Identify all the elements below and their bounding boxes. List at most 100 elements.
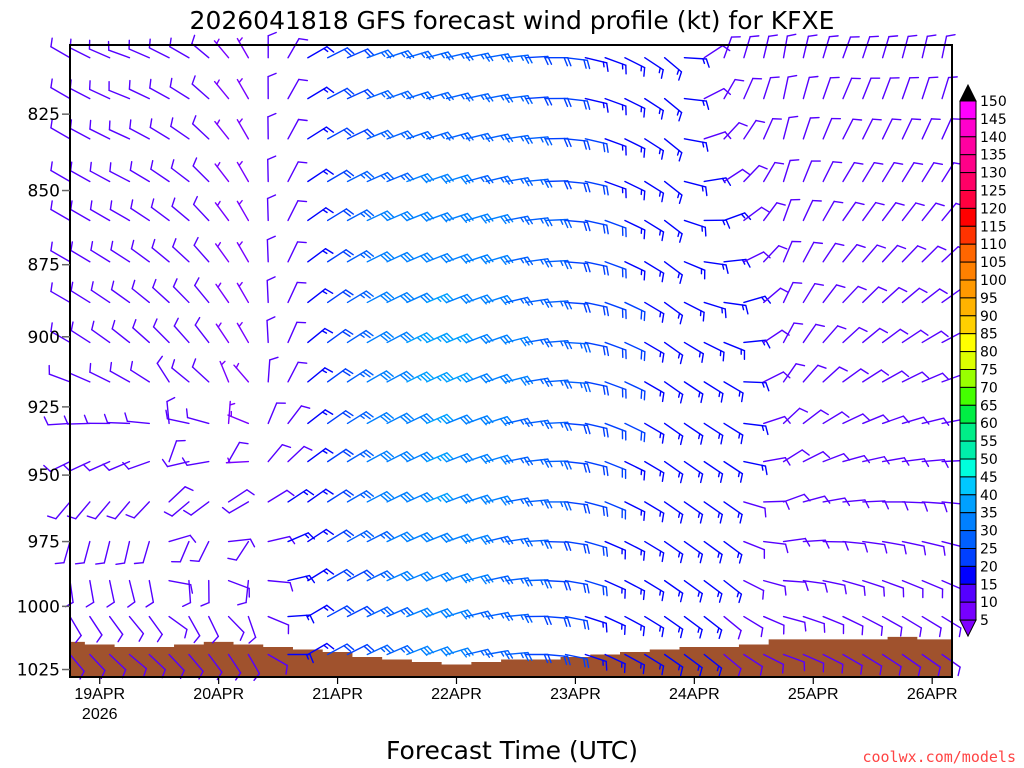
- barb-shaft: [862, 540, 886, 546]
- barb-feather: [678, 151, 683, 162]
- barb-shaft: [110, 249, 131, 263]
- barb-feather: [439, 495, 448, 504]
- barb-shaft: [881, 370, 903, 383]
- wind-barb: [130, 360, 150, 383]
- barb-feather: [583, 262, 588, 273]
- barb-shaft: [267, 615, 290, 626]
- wind-barb: [881, 328, 909, 344]
- wind-barb: [366, 530, 395, 543]
- wind-barb: [743, 501, 767, 518]
- barb-feather: [459, 455, 468, 464]
- barb-shaft: [191, 366, 210, 383]
- barb-shaft: [69, 653, 85, 673]
- barb-feather: [185, 408, 189, 419]
- wind-barb: [683, 261, 706, 280]
- barb-feather: [737, 551, 740, 558]
- barb-feather: [281, 444, 292, 449]
- barb-feather: [420, 214, 428, 222]
- wind-barb: [267, 653, 288, 675]
- wind-barb: [307, 367, 334, 383]
- barb-feather: [138, 632, 145, 642]
- barb-feather: [460, 134, 465, 140]
- wind-barb: [802, 116, 820, 140]
- wind-barb: [525, 217, 553, 227]
- wind-barb: [862, 286, 888, 304]
- barb-feather: [661, 552, 665, 563]
- wind-barb: [763, 653, 785, 674]
- wind-barb: [822, 540, 849, 551]
- barb-feather: [678, 71, 683, 81]
- colorbar-swatch: [959, 583, 977, 603]
- barb-feather: [102, 463, 110, 471]
- barb-feather: [383, 571, 392, 580]
- barb-shaft: [108, 128, 131, 140]
- y-tick-label: 925: [28, 398, 60, 418]
- barb-feather: [699, 666, 703, 677]
- wind-barb: [89, 615, 103, 643]
- colorbar-under-arrow: [959, 619, 977, 638]
- barb-feather: [380, 573, 386, 579]
- barb-feather: [399, 334, 408, 342]
- barb-feather: [382, 413, 391, 421]
- barb-feather: [359, 414, 365, 420]
- barb-feather: [110, 280, 115, 291]
- barb-feather: [543, 258, 550, 268]
- barb-shaft: [148, 615, 163, 636]
- barb-feather: [926, 34, 937, 38]
- credit-link[interactable]: coolwx.com/models: [862, 748, 1016, 766]
- barb-shaft: [287, 118, 300, 140]
- colorbar-swatch: [959, 100, 977, 120]
- barb-feather: [405, 370, 414, 378]
- barb-feather: [705, 142, 709, 152]
- wind-barb: [644, 180, 665, 203]
- barb-shaft: [862, 500, 886, 503]
- barb-feather: [520, 457, 525, 464]
- colorbar-swatch: [959, 207, 977, 227]
- barb-feather: [192, 157, 198, 167]
- barb-shaft: [921, 288, 941, 304]
- wind-barb: [149, 78, 170, 100]
- wind-barb: [426, 253, 454, 264]
- wind-barb: [901, 371, 930, 383]
- barb-feather: [659, 432, 662, 439]
- barb-feather: [938, 627, 942, 638]
- wind-barb: [267, 444, 292, 463]
- wind-barb: [287, 200, 308, 222]
- wind-barb: [191, 34, 210, 59]
- barb-feather: [363, 571, 372, 579]
- wind-barb: [68, 363, 91, 383]
- barb-feather: [899, 626, 903, 637]
- barb-feather: [764, 507, 767, 518]
- barb-feather: [423, 294, 431, 302]
- barb-feather: [345, 208, 355, 215]
- barb-feather: [854, 201, 865, 206]
- barb-shaft: [67, 422, 91, 425]
- barb-feather: [181, 601, 192, 608]
- barb-feather: [321, 330, 328, 334]
- barb-feather: [586, 463, 591, 474]
- barb-shaft: [186, 460, 210, 467]
- wind-barb: [584, 180, 609, 196]
- barb-feather: [346, 568, 355, 576]
- wind-barb: [624, 653, 646, 675]
- barb-feather: [677, 471, 681, 478]
- barb-feather: [342, 570, 352, 578]
- barb-feather: [300, 405, 311, 409]
- barb-feather: [563, 57, 569, 67]
- barb-feather: [643, 351, 646, 362]
- wind-barb: [169, 37, 190, 59]
- barb-feather: [286, 489, 295, 497]
- barb-shaft: [89, 208, 111, 222]
- wind-barb: [188, 615, 201, 644]
- barb-feather: [346, 605, 355, 613]
- barb-feather: [705, 100, 710, 111]
- barb-shaft: [802, 35, 810, 59]
- barb-feather: [765, 425, 769, 436]
- y-tick-label: 1025: [17, 661, 60, 681]
- barb-feather: [440, 255, 448, 264]
- wind-barb: [267, 72, 277, 100]
- barb-feather: [70, 281, 74, 292]
- wind-barb: [644, 540, 665, 563]
- barb-feather: [679, 473, 684, 484]
